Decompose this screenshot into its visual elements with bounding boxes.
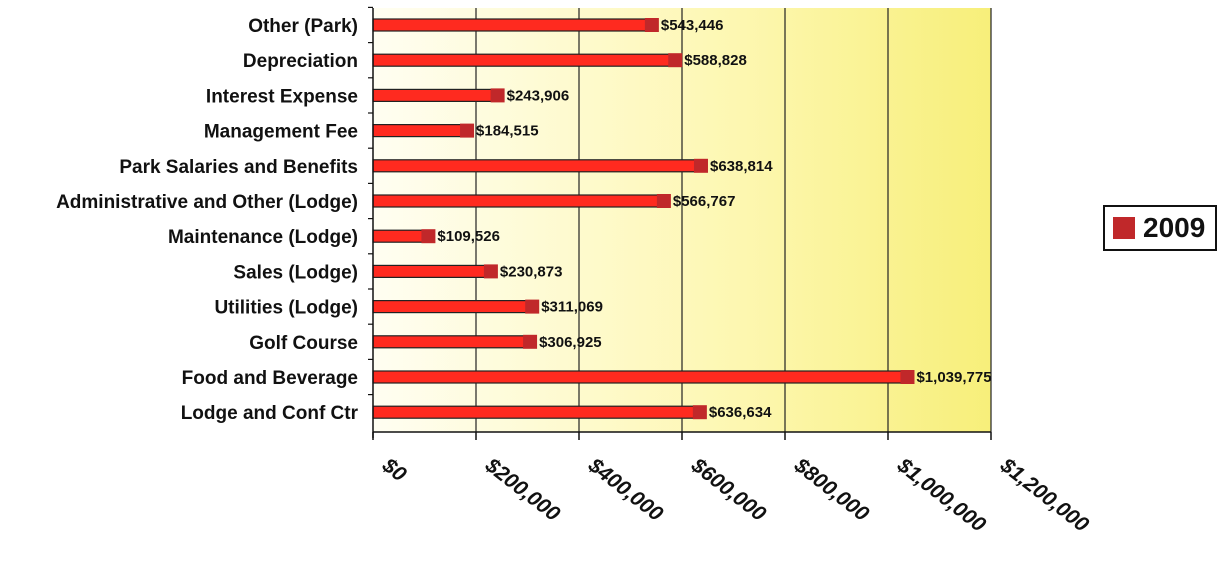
- data-label: $184,515: [476, 123, 539, 140]
- bar: [372, 88, 500, 103]
- data-label: $243,906: [507, 87, 570, 104]
- bar-marker: [490, 88, 505, 103]
- bars: [372, 18, 915, 420]
- category-label: Food and Beverage: [182, 368, 358, 389]
- data-label: $638,814: [710, 158, 773, 175]
- bar: [372, 335, 532, 349]
- bar-marker: [460, 123, 475, 138]
- category-labels: Other (Park) Depreciation Interest Expense…: [56, 16, 359, 424]
- bar-marker: [693, 158, 708, 173]
- category-label: Sales (Lodge): [233, 262, 358, 283]
- x-tick-label: $400,000: [583, 453, 667, 526]
- x-tick-label: $800,000: [789, 453, 873, 526]
- category-label: Golf Course: [249, 333, 358, 354]
- data-label: $230,873: [500, 263, 563, 280]
- value-labels: $543,446 $588,828 $243,906 $184,515 $638,814…: [437, 17, 991, 421]
- data-label: $588,828: [684, 52, 747, 69]
- data-label: $566,767: [673, 193, 736, 210]
- data-label: $1,039,775: [916, 369, 991, 386]
- bar: [372, 370, 910, 384]
- bar-marker: [421, 229, 436, 244]
- category-label: Interest Expense: [206, 86, 358, 107]
- bar-marker: [523, 334, 538, 349]
- category-label: Management Fee: [204, 122, 358, 143]
- bar: [372, 405, 702, 419]
- category-label: Depreciation: [243, 51, 358, 72]
- data-label: $636,634: [709, 404, 772, 421]
- x-tick-label: $200,000: [480, 453, 564, 526]
- bar-marker: [668, 53, 683, 68]
- bar: [372, 229, 431, 243]
- category-label: Lodge and Conf Ctr: [181, 403, 359, 424]
- bar-marker: [692, 405, 707, 420]
- bar-marker: [644, 18, 659, 32]
- data-label: $311,069: [541, 299, 603, 316]
- bar: [372, 300, 534, 314]
- gridlines: [475, 8, 992, 432]
- bar: [372, 194, 666, 208]
- category-label: Utilities (Lodge): [214, 298, 358, 319]
- bar: [372, 123, 469, 138]
- legend-label: 2009: [1143, 212, 1206, 243]
- category-label: Maintenance (Lodge): [168, 227, 358, 248]
- category-label: Other (Park): [248, 16, 358, 37]
- legend: 2009: [1103, 205, 1217, 251]
- legend-swatch: [1113, 217, 1135, 239]
- x-tick-label: $1,000,000: [892, 453, 990, 537]
- x-tick-label: $0: [377, 453, 411, 486]
- x-tick-label: $600,000: [686, 453, 770, 526]
- bar-marker: [525, 299, 540, 314]
- data-label: $543,446: [661, 17, 724, 34]
- bar: [372, 18, 654, 32]
- bar-marker: [483, 264, 498, 279]
- data-label: $306,925: [539, 334, 602, 351]
- bar-marker: [656, 194, 671, 208]
- bar: [372, 264, 493, 278]
- category-label: Administrative and Other (Lodge): [56, 192, 358, 213]
- x-tick-labels: $0 $200,000 $400,000 $600,000 $800,000 $1,000…: [377, 453, 1093, 537]
- data-label: $109,526: [437, 228, 500, 245]
- bar: [372, 53, 677, 67]
- bar: [372, 159, 703, 173]
- category-label: Park Salaries and Benefits: [119, 157, 358, 178]
- axes: [368, 6, 992, 440]
- x-tick-label: $1,200,000: [995, 453, 1093, 537]
- bar-marker: [900, 370, 915, 384]
